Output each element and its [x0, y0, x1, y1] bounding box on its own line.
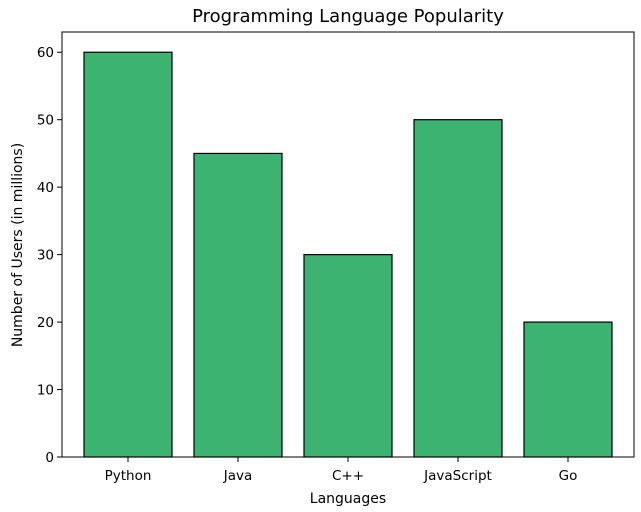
- chart-title: Programming Language Popularity: [192, 6, 504, 27]
- y-axis-label: Number of Users (in millions): [10, 143, 26, 347]
- bar-go: [523, 321, 613, 458]
- x-tick-label: Python: [105, 468, 152, 484]
- y-tick-label: 40: [37, 180, 54, 196]
- y-tick-label: 60: [37, 45, 54, 61]
- x-axis-label: Languages: [310, 491, 386, 507]
- y-tick-label: 30: [37, 248, 54, 264]
- y-tick-label: 10: [37, 383, 54, 399]
- bar-java: [193, 152, 283, 458]
- x-tick-label: Java: [223, 468, 253, 484]
- bar-javascript: [413, 119, 503, 458]
- bar-c-: [303, 254, 393, 458]
- x-tick-label: JavaScript: [423, 468, 492, 484]
- bar-python: [83, 51, 173, 458]
- y-tick-label: 50: [37, 113, 54, 129]
- x-tick-label: C++: [332, 468, 364, 484]
- y-tick-label: 0: [45, 450, 54, 466]
- x-tick-label: Go: [559, 468, 578, 484]
- plot-area: 0 10 20 30 40 50 60 Python Java C++ JavaScript Go: [37, 31, 635, 484]
- y-tick-label: 20: [37, 315, 54, 331]
